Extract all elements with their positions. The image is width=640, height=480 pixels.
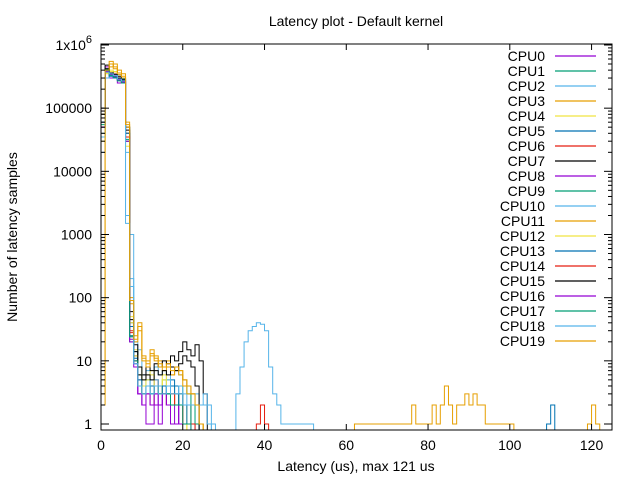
legend-label: CPU8 xyxy=(508,168,546,184)
x-axis-label: Latency (us), max 121 us xyxy=(277,458,434,474)
x-tick-label: 100 xyxy=(498,437,522,453)
legend-label: CPU12 xyxy=(500,228,545,244)
series-cpu5 xyxy=(101,69,556,430)
legend-label: CPU3 xyxy=(508,93,546,109)
y-tick-label: 10 xyxy=(76,353,92,369)
legend-label: CPU5 xyxy=(508,123,546,139)
x-tick-label: 120 xyxy=(580,437,604,453)
series-cpu8 xyxy=(101,69,196,430)
y-axis: 1 10 100 1000 10000 100000 1x106 xyxy=(45,34,612,432)
chart-title: Latency plot - Default kernel xyxy=(269,13,443,29)
series-cpu16 xyxy=(101,71,192,430)
legend-label: CPU0 xyxy=(508,48,546,64)
y-tick-label: 1 xyxy=(84,416,92,432)
legend-label: CPU7 xyxy=(508,153,546,169)
series-cpu14 xyxy=(101,71,196,430)
y-tick-label: 100 xyxy=(69,290,93,306)
legend-label: CPU2 xyxy=(508,78,546,94)
legend: CPU0CPU1CPU2CPU3CPU4CPU5CPU6CPU7CPU8CPU9… xyxy=(500,48,596,349)
y-tick-label: 1x106 xyxy=(56,34,92,53)
y-axis-label: Number of latency samples xyxy=(4,152,20,322)
series-cpu15 xyxy=(101,68,200,430)
y-tick-label: 1000 xyxy=(61,227,92,243)
legend-label: CPU16 xyxy=(500,288,545,304)
legend-label: CPU4 xyxy=(508,108,546,124)
legend-label: CPU1 xyxy=(508,63,546,79)
series-cpu12 xyxy=(101,71,188,430)
x-tick-label: 40 xyxy=(257,437,273,453)
legend-label: CPU10 xyxy=(500,198,545,214)
legend-label: CPU18 xyxy=(500,318,545,334)
legend-label: CPU9 xyxy=(508,183,546,199)
x-tick-label: 20 xyxy=(175,437,191,453)
x-axis: 0 20 40 60 80 100 120 xyxy=(97,44,603,453)
y-tick-label: 100000 xyxy=(45,100,92,116)
legend-label: CPU17 xyxy=(500,303,545,319)
series-cpu13 xyxy=(101,70,196,430)
series-cpu19 xyxy=(101,60,204,430)
legend-label: CPU19 xyxy=(500,333,545,349)
legend-label: CPU14 xyxy=(500,258,545,274)
legend-label: CPU11 xyxy=(501,213,545,229)
legend-label: CPU15 xyxy=(500,273,545,289)
x-tick-label: 0 xyxy=(97,437,105,453)
series-layer xyxy=(101,60,601,430)
series-cpu6 xyxy=(101,71,270,430)
series-cpu4 xyxy=(101,69,188,430)
legend-label: CPU6 xyxy=(508,138,546,154)
series-cpu9 xyxy=(101,68,196,430)
x-tick-label: 60 xyxy=(338,437,354,453)
series-cpu18 xyxy=(101,71,216,430)
x-tick-label: 80 xyxy=(420,437,436,453)
series-cpu2 xyxy=(101,71,315,430)
y-tick-label: 10000 xyxy=(53,163,92,179)
legend-label: CPU13 xyxy=(500,243,545,259)
